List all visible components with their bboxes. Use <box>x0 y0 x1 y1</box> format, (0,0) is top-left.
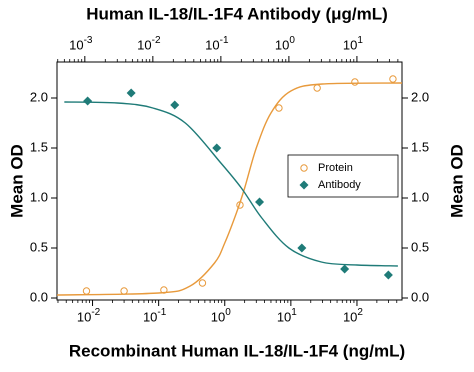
x2-tick-label-exponent: -2 <box>152 35 161 46</box>
x-tick-label: 10-1 <box>143 307 167 325</box>
legend-label: Protein <box>318 162 353 174</box>
y2-tick-label: 0.5 <box>411 239 429 254</box>
data-point <box>160 286 168 294</box>
y2-tick-label: 1.0 <box>411 189 429 204</box>
x2-tick-label: 10-2 <box>137 35 161 53</box>
data-point <box>212 143 222 153</box>
fit-curve <box>64 101 398 267</box>
x2-tick-label: 10-1 <box>205 35 229 53</box>
y-tick-label: 2.0 <box>30 89 48 104</box>
y-tick-label: 0.0 <box>30 289 48 304</box>
x-tick-label-exponent: -2 <box>91 307 100 318</box>
y-tick-label: 0.5 <box>30 239 48 254</box>
x2-tick-label: 101 <box>343 35 363 53</box>
y-tick-label: 1.0 <box>30 189 48 204</box>
y2-axis-label: Mean OD <box>447 144 466 218</box>
y2-tick-label: 0.0 <box>411 289 429 304</box>
x-tick-label-exponent: 1 <box>291 307 297 318</box>
x2-tick-label-exponent: 1 <box>357 35 363 46</box>
plot-frame <box>56 61 403 301</box>
x-tick-label-exponent: 0 <box>225 307 231 318</box>
data-point <box>389 75 397 83</box>
x-tick-label-exponent: 2 <box>357 307 363 318</box>
legend-label: Antibody <box>318 179 361 191</box>
data-point <box>170 100 180 110</box>
data-point <box>275 104 283 112</box>
x2-tick-label-exponent: -3 <box>84 35 93 46</box>
x-tick-label: 102 <box>343 307 363 325</box>
y2-tick-label: 1.5 <box>411 139 429 154</box>
x-tick-label: 101 <box>277 307 297 325</box>
x2-tick-label-exponent: 0 <box>289 35 295 46</box>
y-axis-label: Mean OD <box>7 144 26 218</box>
data-point <box>198 279 207 287</box>
data-point <box>126 88 136 98</box>
x-tick-label: 100 <box>211 307 231 325</box>
data-point <box>340 264 350 274</box>
data-point <box>297 243 307 253</box>
data-point <box>313 84 321 92</box>
x2-tick-label: 10-3 <box>69 35 93 53</box>
x2-tick-label-exponent: -1 <box>220 35 229 46</box>
legend-box <box>287 154 399 198</box>
x-tick-label-exponent: -1 <box>157 307 166 318</box>
x2-tick-label: 100 <box>275 35 295 53</box>
legend-marker <box>299 180 309 190</box>
chart-title: Human IL-18/IL-1F4 Antibody (μg/mL) <box>86 4 388 23</box>
data-point <box>120 287 128 295</box>
y-tick-label: 1.5 <box>30 139 48 154</box>
fit-curve <box>56 82 403 296</box>
data-point <box>236 201 244 209</box>
y2-tick-label: 2.0 <box>411 89 429 104</box>
legend-marker <box>300 164 308 172</box>
x-tick-label: 10-2 <box>77 307 101 325</box>
data-point <box>351 78 359 86</box>
data-point <box>82 287 91 295</box>
data-point <box>255 197 265 207</box>
data-point <box>383 270 393 280</box>
data-point <box>83 96 93 106</box>
x-axis-label: Recombinant Human IL-18/IL-1F4 (ng/mL) <box>69 341 405 360</box>
